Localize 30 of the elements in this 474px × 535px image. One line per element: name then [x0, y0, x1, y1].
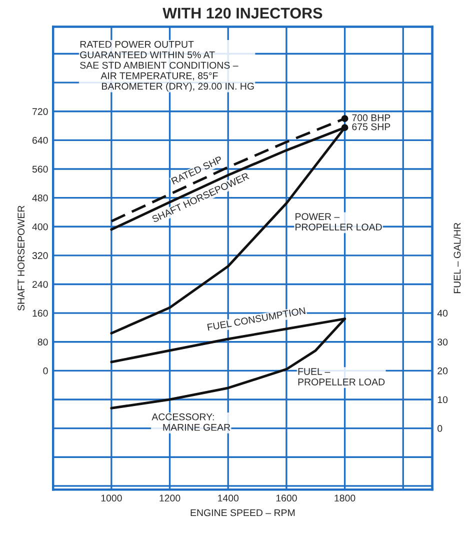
x-axis-title: ENGINE SPEED – RPM [190, 509, 295, 516]
y-tick-label: 0 [43, 367, 48, 374]
y-tick-label: 720 [32, 108, 48, 115]
series-label: POWER – PROPELLER LOAD [296, 213, 382, 231]
annotation: RATED POWER OUTPUT GUARANTEED WITHIN 5% AT SAE STD AMBIENT CONDITIONS – AIR TEMPERATURE, 85°F BAROMETER (DRY), 29.00 IN. HG [80, 40, 254, 92]
series-label: FUEL – PROPELLER LOAD [298, 368, 385, 386]
annotation: 700 BHP [352, 114, 390, 122]
x-tick-label: 1400 [218, 494, 239, 502]
y2-tick-label: 40 [437, 310, 448, 317]
y-tick-label: 80 [38, 338, 48, 346]
x-tick-label: 1200 [160, 494, 180, 502]
annotation: ACCESSORY: MARINE GEAR [152, 413, 230, 431]
x-tick-label: 1800 [334, 494, 356, 502]
annotation: 675 SHP [352, 123, 390, 130]
x-tick-label: 1000 [101, 494, 122, 502]
y-tick-label: 400 [32, 223, 48, 230]
y2-tick-label: 0 [438, 425, 442, 432]
chart-title: WITH 120 INJECTORS [162, 8, 322, 19]
y-tick-label: 240 [32, 280, 48, 288]
y2-tick-label: 10 [438, 396, 448, 404]
y-tick-label: 560 [32, 166, 48, 173]
y-tick-label: 640 [32, 136, 48, 144]
y2-tick-label: 20 [438, 367, 448, 374]
y-tick-label: 160 [32, 310, 48, 317]
y2-axis-title: FUEL – GAL/HR [454, 222, 461, 294]
x-tick-label: 1600 [276, 494, 297, 502]
y-tick-label: 480 [32, 194, 48, 202]
y2-tick-label: 30 [438, 338, 448, 346]
y-tick-label: 320 [32, 252, 48, 260]
y-axis-title: SHAFT HORSEPOWER [18, 206, 25, 311]
